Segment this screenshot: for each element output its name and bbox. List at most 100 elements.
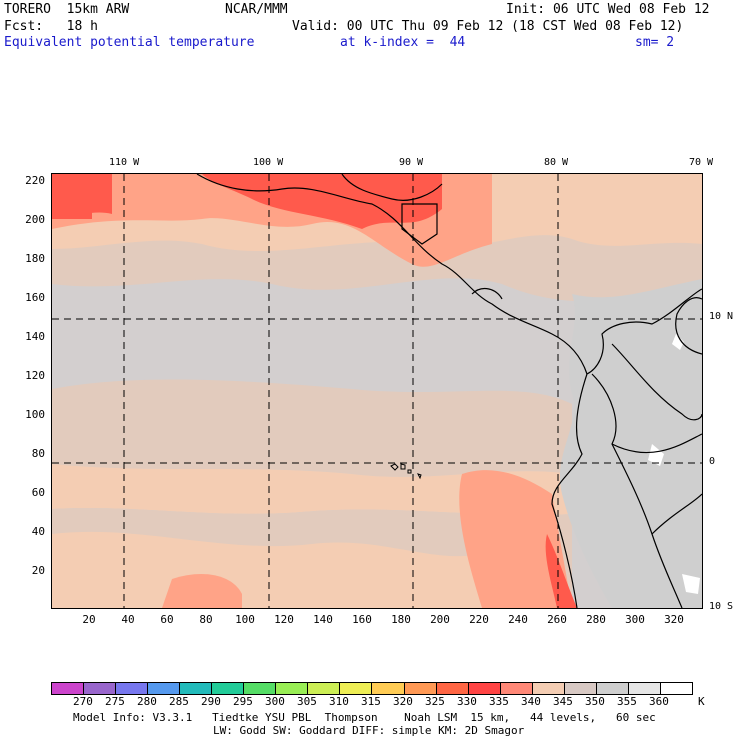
band-345-mid bbox=[52, 379, 572, 477]
colorbar-label: 285 bbox=[169, 695, 189, 708]
colorbar-label: 335 bbox=[489, 695, 509, 708]
colorbar-swatch bbox=[404, 683, 437, 694]
colorbar-swatch bbox=[468, 683, 501, 694]
grid-lines bbox=[52, 174, 702, 608]
colorbar-label: 275 bbox=[105, 695, 125, 708]
colorbar-label: 340 bbox=[521, 695, 541, 708]
lat-label-0: 0 bbox=[709, 456, 716, 467]
theta-e-field-map bbox=[52, 174, 702, 608]
colorbar-label: 355 bbox=[617, 695, 637, 708]
colorbar-swatch bbox=[372, 683, 405, 694]
y-label: 100 bbox=[25, 408, 45, 421]
x-label: 20 bbox=[82, 613, 96, 626]
x-label: 260 bbox=[547, 613, 567, 626]
init-time: Init: 06 UTC Wed 08 Feb 12 bbox=[506, 2, 710, 17]
colorbar-label: 310 bbox=[329, 695, 349, 708]
land-south-america bbox=[559, 279, 702, 608]
smoothing-label: sm= 2 bbox=[635, 35, 675, 50]
x-label: 60 bbox=[160, 613, 174, 626]
colorbar-swatch bbox=[52, 683, 85, 694]
colorbar-swatch bbox=[148, 683, 181, 694]
colorbar-label: 305 bbox=[297, 695, 317, 708]
colorbar-unit: K bbox=[698, 695, 705, 708]
lon-label-80w: 80 W bbox=[544, 157, 569, 168]
colorbar-label: 345 bbox=[553, 695, 573, 708]
lon-label-90w: 90 W bbox=[399, 157, 424, 168]
colorbar-label: 290 bbox=[201, 695, 221, 708]
lon-label-100w: 100 W bbox=[253, 157, 284, 168]
coastlines bbox=[196, 174, 702, 608]
colorbar-swatch bbox=[436, 683, 469, 694]
band-335-coast bbox=[459, 470, 572, 608]
field-name: Equivalent potential temperature bbox=[4, 35, 255, 50]
colorbar-label: 350 bbox=[585, 695, 605, 708]
colorbar-swatch bbox=[340, 683, 373, 694]
colorbar-label: 320 bbox=[393, 695, 413, 708]
colorbar-swatch bbox=[660, 683, 692, 694]
colorbar-label: 360 bbox=[649, 695, 669, 708]
x-label: 40 bbox=[121, 613, 135, 626]
galapagos-islands bbox=[390, 463, 422, 480]
y-label: 220 bbox=[25, 174, 45, 187]
colorbar-label: 270 bbox=[73, 695, 93, 708]
colorbar-swatch bbox=[628, 683, 661, 694]
model-info-line1: Model Info: V3.3.1 Tiedtke YSU PBL Thomp… bbox=[73, 711, 656, 724]
band-335-southwest bbox=[162, 574, 242, 608]
y-label: 140 bbox=[25, 330, 45, 343]
colorbar-swatch bbox=[116, 683, 149, 694]
band-330-northwest bbox=[52, 174, 112, 216]
colorbar bbox=[51, 682, 693, 695]
y-label: 200 bbox=[25, 213, 45, 226]
band-340-south bbox=[52, 531, 482, 608]
colorbar-label: 315 bbox=[361, 695, 381, 708]
x-label: 200 bbox=[430, 613, 450, 626]
colorbar-swatch bbox=[308, 683, 341, 694]
colorbar-swatch bbox=[212, 683, 245, 694]
colorbar-swatch bbox=[532, 683, 565, 694]
colorbar-label: 330 bbox=[457, 695, 477, 708]
x-label: 140 bbox=[313, 613, 333, 626]
colorbar-label: 295 bbox=[233, 695, 253, 708]
colorbar-label: 300 bbox=[265, 695, 285, 708]
x-label: 300 bbox=[625, 613, 645, 626]
level-label: at k-index = 44 bbox=[340, 35, 466, 50]
colorbar-label: 325 bbox=[425, 695, 445, 708]
colorbar-swatch bbox=[564, 683, 597, 694]
y-label: 120 bbox=[25, 369, 45, 382]
x-label: 100 bbox=[235, 613, 255, 626]
y-label: 20 bbox=[31, 564, 45, 577]
land-white-patches bbox=[648, 334, 700, 594]
x-label: 240 bbox=[508, 613, 528, 626]
lon-label-70w: 70 W bbox=[689, 157, 714, 168]
x-label: 320 bbox=[664, 613, 684, 626]
model-title: TORERO 15km ARW bbox=[4, 2, 130, 17]
colorbar-swatch bbox=[276, 683, 309, 694]
y-label: 180 bbox=[25, 252, 45, 265]
y-label: 60 bbox=[31, 486, 45, 499]
lat-label-10n: 10 N bbox=[709, 311, 734, 322]
x-label: 160 bbox=[352, 613, 372, 626]
band-330-coast bbox=[545, 534, 577, 608]
map-panel bbox=[51, 173, 703, 609]
colorbar-swatch bbox=[500, 683, 533, 694]
x-label: 280 bbox=[586, 613, 606, 626]
valid-time: Valid: 00 UTC Thu 09 Feb 12 (18 CST Wed … bbox=[292, 19, 684, 34]
colorbar-swatch bbox=[244, 683, 277, 694]
band-340-mid bbox=[52, 464, 572, 516]
band-330-north bbox=[52, 174, 442, 229]
x-label: 220 bbox=[469, 613, 489, 626]
colorbar-label: 280 bbox=[137, 695, 157, 708]
x-label: 80 bbox=[199, 613, 213, 626]
colorbar-swatch bbox=[180, 683, 213, 694]
colorbar-swatch bbox=[596, 683, 629, 694]
y-label: 40 bbox=[31, 525, 45, 538]
y-label: 160 bbox=[25, 291, 45, 304]
forecast-hour: Fcst: 18 h bbox=[4, 19, 98, 34]
y-label: 80 bbox=[31, 447, 45, 460]
lon-label-110w: 110 W bbox=[109, 157, 140, 168]
x-label: 180 bbox=[391, 613, 411, 626]
colorbar-swatch bbox=[84, 683, 117, 694]
model-info-line2: LW: Godd SW: Goddard DIFF: simple KM: 2D… bbox=[213, 724, 525, 737]
x-label: 120 bbox=[274, 613, 294, 626]
lat-label-10s: 10 S bbox=[709, 601, 734, 612]
